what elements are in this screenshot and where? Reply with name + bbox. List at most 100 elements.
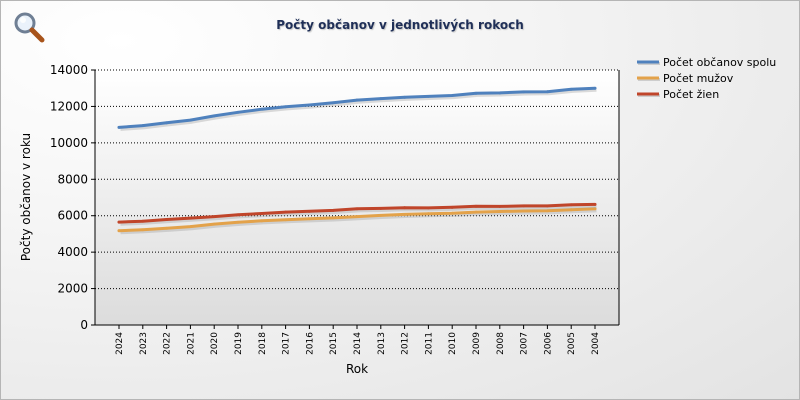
data-point (189, 216, 192, 220)
y-tick-label: 14000 (50, 63, 88, 77)
y-tick-label: 0 (80, 318, 88, 332)
data-point (260, 219, 264, 223)
x-tick-label: 2014 (353, 332, 363, 355)
data-point (403, 213, 406, 216)
data-point (308, 103, 311, 107)
legend-label: Počet žien (663, 88, 719, 101)
data-point (593, 86, 597, 90)
data-point (450, 205, 454, 209)
x-tick-label: 2009 (472, 332, 482, 355)
x-tick-label: 2007 (520, 332, 530, 355)
legend: Počet občanov spolu Počet mužov Počet žien (637, 56, 776, 101)
chart-title: Počty občanov v jednotlivých rokoch (276, 18, 524, 32)
data-point (117, 125, 121, 129)
data-point (379, 97, 383, 100)
data-point (522, 204, 525, 208)
y-tick-label: 2000 (57, 282, 88, 296)
data-point (498, 210, 502, 213)
x-tick-label: 2022 (163, 332, 173, 355)
data-point (593, 203, 597, 206)
legend-label: Počet občanov spolu (663, 56, 776, 69)
data-point (355, 215, 359, 219)
data-point (379, 213, 383, 217)
x-ticks: 2024 2023 2022 2021 2020 2019 2018 2017 2016 2015… (115, 325, 601, 355)
data-point (331, 216, 335, 220)
data-point (308, 217, 311, 221)
data-point (427, 95, 430, 98)
data-point (474, 210, 478, 214)
data-point (141, 124, 145, 127)
y-tick-label: 4000 (57, 245, 88, 259)
data-point (569, 87, 573, 91)
x-tick-label: 2021 (186, 332, 196, 355)
data-point (117, 229, 121, 233)
data-point (569, 203, 573, 207)
data-point (546, 209, 549, 213)
data-point (260, 212, 264, 215)
x-tick-label: 2012 (401, 332, 411, 355)
y-tick-label: 8000 (57, 172, 88, 186)
data-point (522, 209, 525, 213)
y-tick-label: 10000 (50, 136, 88, 150)
data-point (189, 118, 192, 122)
plot-area (95, 70, 619, 325)
data-point (212, 222, 216, 226)
data-point (165, 226, 169, 230)
magnifier-icon[interactable] (12, 10, 46, 44)
x-axis-label: Rok (346, 362, 368, 376)
data-point (474, 204, 478, 208)
x-tick-label: 2013 (377, 332, 387, 355)
data-point (236, 213, 240, 217)
data-point (308, 209, 311, 213)
data-point (593, 207, 597, 211)
data-point (212, 215, 216, 219)
series-lines (117, 86, 597, 235)
data-point (284, 105, 287, 109)
series-shadow (120, 88, 597, 131)
series-shadow (120, 209, 597, 235)
data-point (117, 220, 121, 224)
y-tick-label: 12000 (50, 99, 88, 113)
data-point (403, 95, 406, 99)
x-tick-label: 2008 (496, 332, 506, 355)
x-tick-label: 2016 (305, 332, 315, 355)
data-point (165, 218, 169, 221)
data-point (546, 90, 549, 94)
data-point (236, 220, 240, 224)
data-point (331, 209, 335, 212)
legend-label: Počet mužov (663, 72, 734, 85)
data-point (189, 225, 192, 229)
x-tick-label: 2019 (234, 332, 244, 355)
data-point (450, 211, 454, 215)
data-point (284, 210, 287, 214)
data-point (141, 228, 145, 232)
x-tick-label: 2017 (282, 332, 292, 355)
data-point (427, 206, 430, 210)
y-axis-label: Počty občanov v roku (19, 133, 33, 261)
x-tick-label: 2006 (543, 332, 553, 355)
data-point (355, 207, 359, 211)
data-point (522, 90, 525, 94)
x-tick-label: 2011 (424, 332, 434, 355)
data-point (498, 205, 502, 208)
y-ticks: 0 2000 4000 6000 8000 10000 12000 14000 (50, 63, 95, 332)
x-tick-label: 2015 (329, 332, 339, 355)
x-tick-label: 2020 (210, 332, 220, 355)
data-point (141, 219, 145, 223)
data-point (498, 91, 502, 95)
data-point (546, 204, 549, 208)
data-point (236, 110, 240, 114)
data-point (355, 98, 359, 102)
x-tick-label: 2024 (115, 332, 125, 355)
x-tick-label: 2018 (258, 332, 268, 355)
x-tick-label: 2004 (591, 332, 601, 355)
data-point (450, 94, 454, 97)
data-point (403, 206, 406, 210)
x-tick-label: 2023 (139, 332, 149, 355)
data-point (379, 207, 383, 210)
x-tick-label: 2005 (567, 332, 577, 355)
y-tick-label: 6000 (57, 209, 88, 223)
data-point (284, 218, 287, 222)
data-point (569, 208, 573, 212)
